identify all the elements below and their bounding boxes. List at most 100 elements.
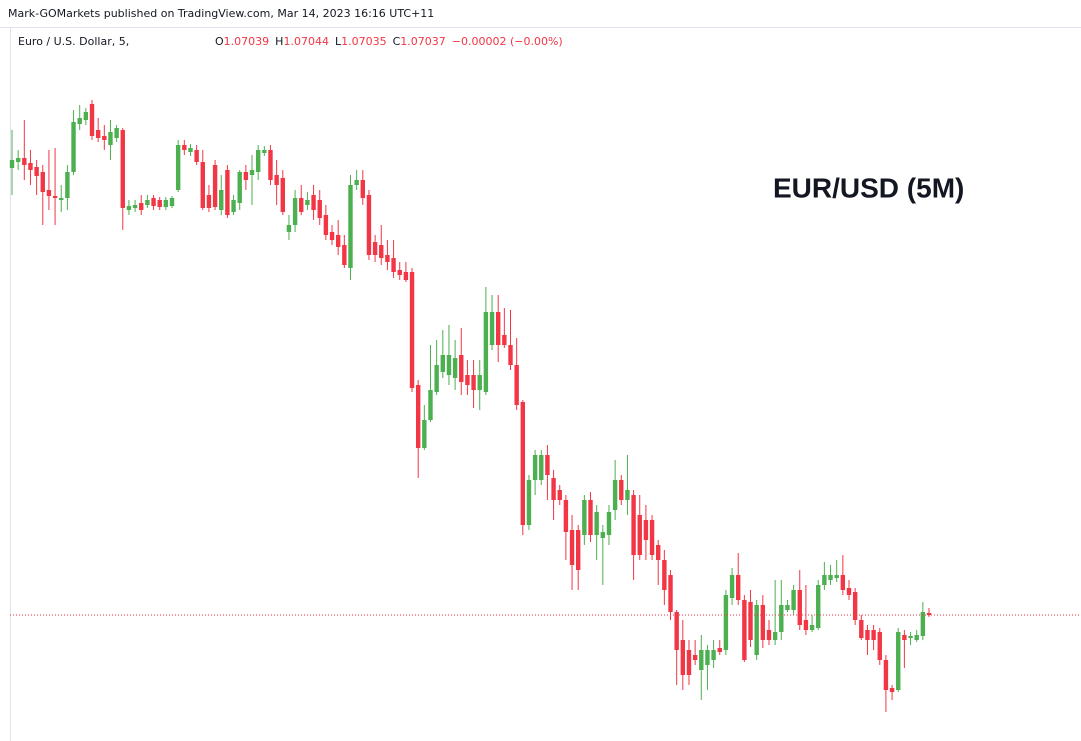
candle-body [397,270,402,275]
candle-body [785,605,790,610]
candle-body [403,272,409,280]
candle-body [114,128,119,138]
candle-body [434,365,439,392]
candle-body [600,532,606,538]
candle-body [643,520,649,540]
candle-body [717,648,722,652]
candle-body [305,200,310,205]
candle-body [846,588,852,595]
candle-body [594,512,599,535]
candle-body [415,385,421,448]
candle-body [532,455,538,480]
candle-body [225,170,230,215]
candle-body [674,612,679,650]
candle-body [680,640,686,675]
candle-body [157,200,162,207]
candle-body [354,180,359,185]
chart-title: EUR/USD (5M) [773,172,964,203]
candle-body [520,402,526,525]
candle-body [329,232,335,240]
candle-body [619,480,624,500]
candle-body [206,195,212,208]
candle-body [649,520,655,555]
candle-body [871,630,876,640]
candle-body [883,660,889,690]
candle-body [65,172,70,198]
candle-body [188,148,193,152]
candle-body [422,420,427,448]
candle-body [348,185,353,268]
candle-body [637,515,642,555]
candle-body [779,605,784,632]
legend-key: O [215,35,224,48]
candle-body [175,145,181,190]
candle-body [139,203,144,210]
candle-body [440,355,446,372]
candle-body [772,632,778,640]
candle-body [742,600,747,660]
candle-body [299,198,304,212]
candle-body [46,190,52,196]
candle-body [625,490,630,500]
candle-body [126,206,132,210]
candle-body [754,605,759,655]
candle-body [391,258,396,272]
candle-body [914,635,919,640]
candle-body [459,355,464,382]
candle-body [249,170,255,175]
candle-body [760,605,766,640]
candle-body [59,198,64,200]
candle-body [920,612,926,636]
candle-body [865,630,870,640]
candle-body [926,613,932,615]
publish-info: Mark-GOMarkets published on TradingView.… [8,7,434,20]
candle-body [557,490,562,500]
candle-body [736,575,741,600]
candle-body [323,215,329,235]
candle-body [200,162,205,208]
plot-area [9,100,1081,712]
candle-body [194,150,199,162]
candle-body [495,312,501,345]
candle-body [748,602,753,640]
candle-body [791,590,796,610]
candle-body [342,245,347,265]
candle-body [656,545,661,560]
candle-body [631,495,636,555]
candle-body [908,636,913,638]
candle-body [102,136,107,140]
candle-body [255,150,261,172]
candle-body [311,195,316,210]
candle-body [489,312,495,345]
candle-body [163,200,169,207]
candle-body [317,200,322,218]
candle-body [508,345,513,365]
legend-value: 1.07037 [400,35,446,48]
candle-body [452,358,458,378]
candle-body [483,312,489,392]
candle-body [809,625,815,630]
symbol-label: Euro / U.S. Dollar, 5, [18,35,129,48]
candle-body [606,512,612,535]
candle-body [692,655,698,660]
legend-key: C [393,35,401,48]
legend-value: 1.07039 [224,35,270,48]
candle-body [471,375,476,390]
candle-body [828,575,833,580]
legend-value: −0.00002 (−0.00%) [452,35,563,48]
candle-body [243,172,249,180]
candle-body [797,590,802,625]
candle-body [132,205,138,208]
candle-body [840,575,846,590]
candle-body [379,245,384,258]
candle-body [852,592,858,620]
candle-body [169,198,175,206]
candle-body [262,150,267,153]
candle-body [212,165,218,207]
candle-body [268,150,273,180]
candle-body [77,118,82,124]
candle-body [551,478,556,500]
candle-body [803,620,809,630]
